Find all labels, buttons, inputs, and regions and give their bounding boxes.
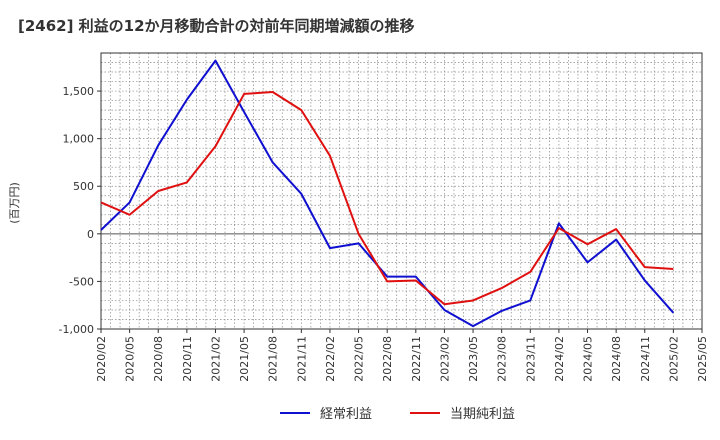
plot-border <box>100 52 703 330</box>
y-tick-label: 1,500 <box>63 85 95 98</box>
x-tick-label: 2023/05 <box>467 336 480 382</box>
x-tick-label: 2021/11 <box>295 336 308 382</box>
legend-label-1: 経常利益 <box>320 407 372 422</box>
x-tick-label: 2023/02 <box>438 336 451 382</box>
x-tick-label: 2020/08 <box>152 336 165 382</box>
legend: 経常利益 当期純利益 <box>280 407 515 422</box>
plot-background <box>101 53 702 329</box>
x-tick-label: 2025/02 <box>667 336 680 382</box>
x-tick-label: 2021/05 <box>238 336 251 382</box>
x-tick-label: 2023/11 <box>524 336 537 382</box>
x-tick-label: 2024/11 <box>639 336 652 382</box>
chart-title: [2462] 利益の12か月移動合計の対前年同期増減額の推移 <box>18 17 415 35</box>
y-tick-label: 1,000 <box>63 133 95 146</box>
series-line-2 <box>100 91 674 306</box>
legend-label-2: 当期純利益 <box>450 407 515 422</box>
y-tick-label: 0 <box>87 228 94 241</box>
x-tick-label: 2020/11 <box>181 336 194 382</box>
x-tick-label: 2020/02 <box>95 336 108 382</box>
x-tick-label: 2021/02 <box>209 336 222 382</box>
x-tick-label: 2025/05 <box>696 336 709 382</box>
x-tick-label: 2023/08 <box>496 336 509 382</box>
y-axis-label: (百万円) <box>8 182 21 224</box>
x-tick-label: 2024/05 <box>582 336 595 382</box>
plot-area: -1,000 -500 0 500 1,000 1,500 2020/02 2020/05 20… <box>59 52 709 382</box>
x-tick-label: 2021/08 <box>267 336 280 382</box>
y-tick-label: -1,000 <box>59 323 94 336</box>
x-tick-label: 2022/08 <box>381 336 394 382</box>
y-tick-label: 500 <box>73 180 94 193</box>
y-tick-label: -500 <box>69 275 94 288</box>
series-line-1 <box>100 59 675 328</box>
x-tick-label: 2022/02 <box>324 336 337 382</box>
x-tick-label: 2022/11 <box>410 336 423 382</box>
x-tick-label: 2024/08 <box>610 336 623 382</box>
x-tick-label: 2020/05 <box>124 336 137 382</box>
x-tick-label: 2024/02 <box>553 336 566 382</box>
x-tick-label: 2022/05 <box>353 336 366 382</box>
